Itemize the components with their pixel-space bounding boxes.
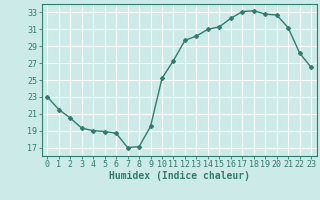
X-axis label: Humidex (Indice chaleur): Humidex (Indice chaleur) <box>109 171 250 181</box>
